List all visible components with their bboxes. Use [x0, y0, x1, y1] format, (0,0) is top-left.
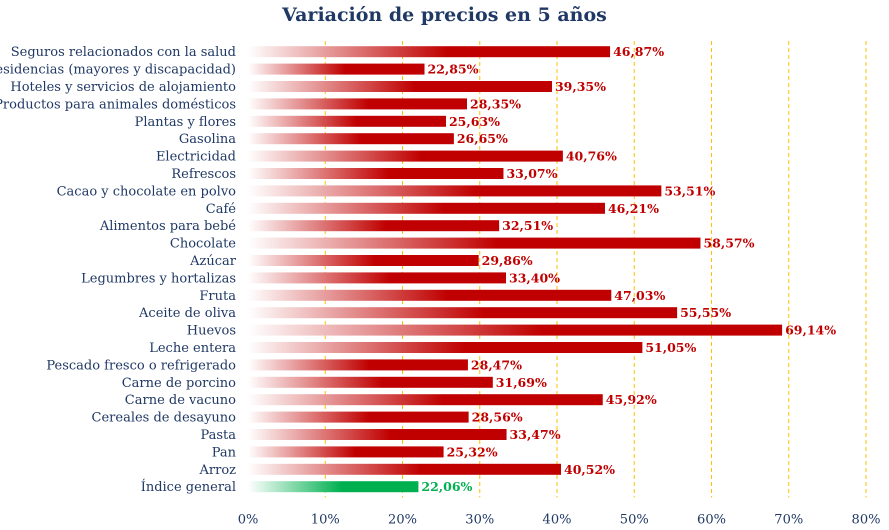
- value-label: 46,87%: [613, 44, 664, 59]
- value-label: 45,92%: [606, 392, 657, 407]
- category-label: Cereales de desayuno: [92, 411, 237, 426]
- x-tick-label: 30%: [465, 512, 494, 527]
- value-label: 51,05%: [645, 340, 696, 355]
- category-labels: Seguros relacionados con la salud Residen…: [0, 45, 237, 495]
- category-label: Carne de vacuno: [125, 393, 236, 408]
- category-label: Café: [206, 202, 237, 217]
- value-label: 55,55%: [680, 305, 731, 320]
- category-label: Residencias (mayores y discapacidad): [0, 63, 236, 78]
- category-label: Chocolate: [170, 237, 236, 252]
- value-label: 69,14%: [785, 323, 836, 338]
- bar: [248, 429, 507, 440]
- bar: [248, 342, 643, 353]
- value-label: 33,47%: [510, 427, 561, 442]
- x-tick-label: 10%: [311, 512, 340, 527]
- value-label: 26,65%: [457, 131, 508, 146]
- category-label: Pasta: [200, 428, 236, 443]
- bar: [248, 481, 419, 493]
- x-tick-label: 50%: [620, 512, 649, 527]
- category-label: Hoteles y servicios de alojamiento: [10, 80, 236, 95]
- bar: [248, 324, 783, 336]
- x-tick-label: 70%: [774, 512, 803, 527]
- bar: [248, 115, 446, 127]
- bar: [248, 63, 425, 75]
- value-label: 33,40%: [509, 270, 560, 285]
- bar: [248, 446, 444, 458]
- grid-lines: [324, 41, 867, 498]
- bar: [248, 150, 563, 162]
- category-label: Cacao y chocolate en polvo: [57, 184, 237, 199]
- x-tick-label: 80%: [852, 512, 881, 527]
- bar: [248, 220, 500, 232]
- value-label: 40,52%: [564, 462, 615, 477]
- category-label: Huevos: [187, 324, 236, 339]
- value-label: 25,63%: [449, 114, 500, 129]
- category-label: Seguros relacionados con la salud: [11, 45, 236, 60]
- category-label: Índice general: [141, 479, 236, 495]
- value-label: 29,86%: [482, 253, 533, 268]
- value-label: 40,76%: [566, 149, 617, 164]
- chart-title: Variación de precios en 5 años: [282, 4, 607, 26]
- value-label: 28,56%: [472, 410, 523, 425]
- bar: [248, 202, 605, 214]
- bar: [248, 98, 468, 110]
- x-tick-label: 20%: [388, 512, 417, 527]
- value-label: 46,21%: [608, 201, 659, 216]
- category-label: Arroz: [199, 463, 237, 478]
- x-axis-ticks: 0% 10% 20% 30% 40% 50% 60% 70% 80%: [238, 512, 881, 527]
- x-tick-label: 0%: [238, 512, 259, 527]
- category-label: Azúcar: [189, 254, 237, 269]
- bar: [248, 463, 562, 475]
- value-label: 31,69%: [496, 375, 547, 390]
- category-label: Leche entera: [149, 341, 236, 356]
- bar: [248, 272, 507, 284]
- value-label: 25,32%: [447, 444, 498, 459]
- bars: 46,87% 22,85% 39,35% 28,35% 25,63% 26,65% 40,7…: [248, 44, 836, 494]
- bar: [248, 46, 611, 58]
- category-label: Carne de porcino: [122, 376, 236, 391]
- bar: [248, 359, 468, 371]
- value-label: 39,35%: [555, 79, 606, 94]
- category-label: Pan: [212, 445, 237, 460]
- category-label: Aceite de oliva: [138, 306, 236, 321]
- category-label: Plantas y flores: [135, 115, 236, 130]
- category-label: Gasolina: [179, 132, 236, 147]
- bar: [248, 168, 504, 179]
- value-label: 47,03%: [614, 288, 665, 303]
- category-label: Electricidad: [156, 150, 236, 165]
- bar: [248, 394, 603, 406]
- value-label: 58,57%: [703, 236, 754, 251]
- x-tick-label: 40%: [543, 512, 572, 527]
- bar: [248, 185, 662, 197]
- x-tick-label: 60%: [697, 512, 726, 527]
- value-label: 33,07%: [506, 166, 557, 181]
- value-label: 22,06%: [421, 479, 472, 494]
- category-label: Fruta: [199, 289, 236, 304]
- bar: [248, 255, 479, 266]
- value-label: 32,51%: [502, 218, 553, 233]
- bar: [248, 376, 493, 388]
- value-label: 22,85%: [428, 62, 479, 77]
- bar: [248, 307, 678, 319]
- bar: [248, 237, 701, 249]
- value-label: 53,51%: [664, 183, 715, 198]
- bar: [248, 411, 469, 423]
- bar: [248, 133, 454, 145]
- category-label: Refrescos: [171, 167, 236, 182]
- category-label: Productos para animales domésticos: [0, 97, 236, 112]
- category-label: Alimentos para bebé: [99, 219, 236, 234]
- value-label: 28,47%: [471, 357, 522, 372]
- bar: [248, 81, 552, 92]
- bar: [248, 289, 612, 301]
- value-label: 28,35%: [470, 96, 521, 111]
- category-label: Legumbres y hortalizas: [81, 271, 236, 286]
- category-label: Pescado fresco o refrigerado: [46, 358, 236, 373]
